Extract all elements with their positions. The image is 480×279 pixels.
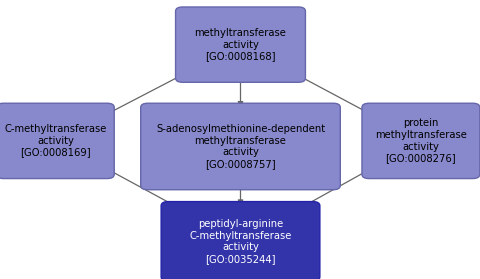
- Text: S-adenosylmethionine-dependent
methyltransferase
activity
[GO:0008757]: S-adenosylmethionine-dependent methyltra…: [156, 124, 324, 169]
- Text: protein
methyltransferase
activity
[GO:0008276]: protein methyltransferase activity [GO:0…: [374, 119, 466, 163]
- FancyBboxPatch shape: [161, 201, 319, 279]
- FancyBboxPatch shape: [0, 103, 114, 179]
- Text: peptidyl-arginine
C-methyltransferase
activity
[GO:0035244]: peptidyl-arginine C-methyltransferase ac…: [189, 219, 291, 264]
- FancyBboxPatch shape: [140, 103, 339, 190]
- Text: C-methyltransferase
activity
[GO:0008169]: C-methyltransferase activity [GO:0008169…: [4, 124, 106, 157]
- Text: methyltransferase
activity
[GO:0008168]: methyltransferase activity [GO:0008168]: [194, 28, 286, 61]
- FancyBboxPatch shape: [361, 103, 479, 179]
- FancyBboxPatch shape: [175, 7, 305, 82]
